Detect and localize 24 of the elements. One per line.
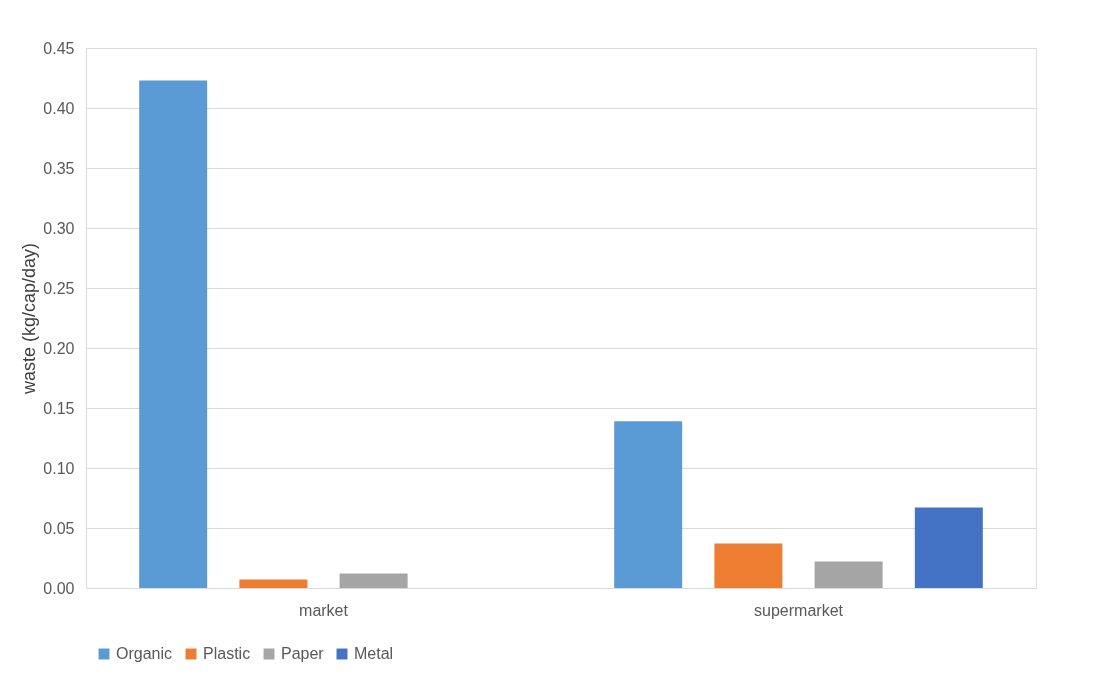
x-tick-label: supermarket xyxy=(754,601,844,619)
y-tick-label: 0.15 xyxy=(43,399,75,417)
y-tick-label: 0.35 xyxy=(43,159,75,177)
legend-label: Plastic xyxy=(203,645,251,662)
bar xyxy=(814,561,883,588)
y-tick-label: 0.00 xyxy=(43,579,75,597)
bar xyxy=(239,579,308,588)
bar xyxy=(339,573,408,588)
x-tick-label: market xyxy=(299,601,349,619)
y-tick-label: 0.10 xyxy=(43,459,75,477)
y-tick-label: 0.40 xyxy=(43,99,75,117)
y-axis-title: waste (kg/cap/day) xyxy=(19,242,40,396)
bar xyxy=(914,507,983,588)
bar xyxy=(139,80,208,588)
y-tick-label: 0.20 xyxy=(43,339,75,357)
bar xyxy=(714,543,783,588)
y-tick-label: 0.25 xyxy=(43,279,75,297)
legend-label: Organic xyxy=(116,645,173,662)
y-tick-label: 0.45 xyxy=(43,39,75,57)
bar xyxy=(614,421,683,588)
legend-label: Metal xyxy=(354,645,394,662)
y-tick-label: 0.30 xyxy=(43,219,75,237)
y-tick-label: 0.05 xyxy=(43,519,75,537)
legend-label: Paper xyxy=(281,645,325,662)
